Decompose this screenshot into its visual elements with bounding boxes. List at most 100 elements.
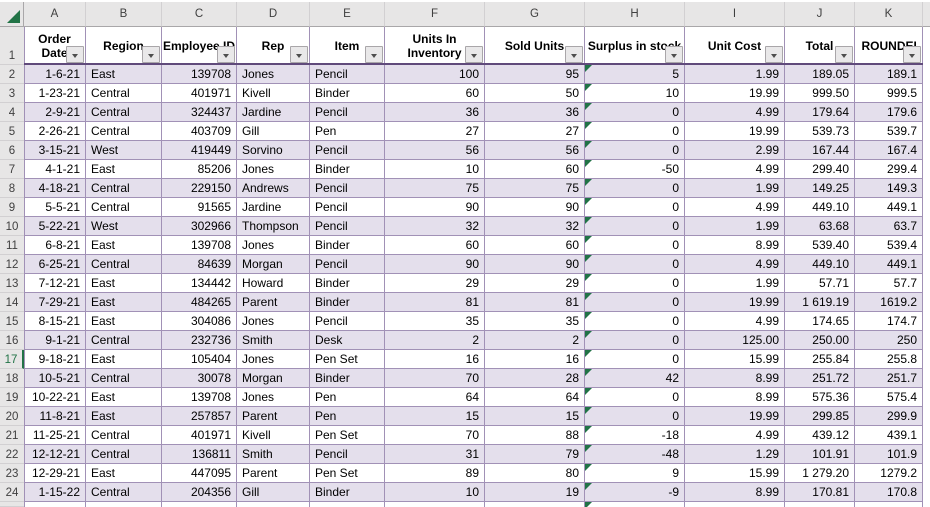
cell-rounded[interactable]: 255.8 <box>855 350 923 369</box>
cell-unit-cost[interactable]: 4.99 <box>685 198 785 217</box>
row-header-4[interactable]: 4 <box>0 103 24 122</box>
cell-region[interactable]: East <box>86 350 162 369</box>
cell-surplus-in-stock[interactable]: -18 <box>585 426 685 445</box>
cell-sold-units[interactable]: 27 <box>485 122 585 141</box>
cell-unit-cost[interactable]: 1.99 <box>685 274 785 293</box>
cell-region[interactable]: Central <box>86 198 162 217</box>
cell-sold-units[interactable]: 35 <box>485 312 585 331</box>
cell-surplus-in-stock[interactable]: 5 <box>585 65 685 84</box>
cell-unit-cost[interactable]: 8.99 <box>685 369 785 388</box>
cell-rounded[interactable]: 539.4 <box>855 236 923 255</box>
row-header-5[interactable]: 5 <box>0 122 24 141</box>
cell-total[interactable]: 575.36 <box>785 388 855 407</box>
header-cell-rounded[interactable]: ROUNDED <box>855 27 923 65</box>
cell-rep[interactable] <box>237 502 310 507</box>
cell-rep[interactable]: Jardine <box>237 103 310 122</box>
cell-total[interactable]: 439.12 <box>785 426 855 445</box>
cell-unit-cost[interactable]: 125.00 <box>685 331 785 350</box>
cell-region[interactable]: East <box>86 65 162 84</box>
cell-units-in-inventory[interactable]: 89 <box>385 464 485 483</box>
header-cell-surplus-in-stock[interactable]: Surplus in stock <box>585 27 685 65</box>
cell-total[interactable]: 539.40 <box>785 236 855 255</box>
cell-order-date[interactable]: 1-15-22 <box>24 483 86 502</box>
cell-surplus-in-stock[interactable]: 0 <box>585 331 685 350</box>
cell-sold-units[interactable]: 32 <box>485 217 585 236</box>
cell-sold-units[interactable]: 19 <box>485 483 585 502</box>
cell-surplus-in-stock[interactable] <box>585 502 685 507</box>
cell-rounded[interactable]: 1279.2 <box>855 464 923 483</box>
cell-units-in-inventory[interactable]: 31 <box>385 445 485 464</box>
cell-surplus-in-stock[interactable]: 0 <box>585 293 685 312</box>
cell-item[interactable]: Pen <box>310 407 385 426</box>
column-header-I[interactable]: I <box>685 2 785 27</box>
column-header-J[interactable]: J <box>785 2 855 27</box>
cell-employee-id[interactable]: 134442 <box>162 274 237 293</box>
cell-sold-units[interactable] <box>485 502 585 507</box>
cell-region[interactable]: Central <box>86 369 162 388</box>
column-header-E[interactable]: E <box>310 2 385 27</box>
header-cell-rep[interactable]: Rep <box>237 27 310 65</box>
cell-item[interactable]: Desk <box>310 331 385 350</box>
cell-units-in-inventory[interactable]: 36 <box>385 103 485 122</box>
cell-rounded[interactable]: 174.7 <box>855 312 923 331</box>
cell-units-in-inventory[interactable]: 32 <box>385 217 485 236</box>
cell-sold-units[interactable]: 56 <box>485 141 585 160</box>
cell-surplus-in-stock[interactable]: 0 <box>585 312 685 331</box>
header-cell-region[interactable]: Region <box>86 27 162 65</box>
row-header-16[interactable]: 16 <box>0 331 24 350</box>
cell-employee-id[interactable]: 257857 <box>162 407 237 426</box>
cell-units-in-inventory[interactable]: 100 <box>385 65 485 84</box>
cell-order-date[interactable] <box>24 502 86 507</box>
cell-order-date[interactable]: 7-12-21 <box>24 274 86 293</box>
column-header-G[interactable]: G <box>485 2 585 27</box>
cell-region[interactable]: East <box>86 160 162 179</box>
cell-rounded[interactable]: 575.4 <box>855 388 923 407</box>
cell-surplus-in-stock[interactable]: 0 <box>585 217 685 236</box>
cell-region[interactable]: Central <box>86 122 162 141</box>
cell-employee-id[interactable]: 447095 <box>162 464 237 483</box>
cell-region[interactable]: Central <box>86 255 162 274</box>
cell-total[interactable]: 101.91 <box>785 445 855 464</box>
filter-button-total[interactable] <box>835 46 853 63</box>
cell-rep[interactable]: Jones <box>237 350 310 369</box>
cell-employee-id[interactable]: 139708 <box>162 388 237 407</box>
cell-employee-id[interactable]: 324437 <box>162 103 237 122</box>
cell-surplus-in-stock[interactable]: 0 <box>585 179 685 198</box>
row-header-15[interactable]: 15 <box>0 312 24 331</box>
filter-button-surplus-in-stock[interactable] <box>665 46 683 63</box>
row-header-7[interactable]: 7 <box>0 160 24 179</box>
cell-region[interactable]: East <box>86 236 162 255</box>
cell-total[interactable]: 57.71 <box>785 274 855 293</box>
cell-rep[interactable]: Jones <box>237 65 310 84</box>
cell-surplus-in-stock[interactable]: 0 <box>585 198 685 217</box>
column-header-C[interactable]: C <box>162 2 237 27</box>
cell-rep[interactable]: Thompson <box>237 217 310 236</box>
cell-units-in-inventory[interactable]: 15 <box>385 407 485 426</box>
cell-rep[interactable]: Kivell <box>237 84 310 103</box>
cell-unit-cost[interactable]: 15.99 <box>685 350 785 369</box>
row-header-11[interactable]: 11 <box>0 236 24 255</box>
cell-region[interactable]: Central <box>86 426 162 445</box>
header-cell-order-date[interactable]: Order Date <box>24 27 86 65</box>
cell-item[interactable]: Pencil <box>310 179 385 198</box>
cell-unit-cost[interactable]: 8.99 <box>685 388 785 407</box>
cell-total[interactable]: 149.25 <box>785 179 855 198</box>
cell-rounded[interactable]: 251.7 <box>855 369 923 388</box>
cell-surplus-in-stock[interactable]: 10 <box>585 84 685 103</box>
cell-sold-units[interactable]: 2 <box>485 331 585 350</box>
cell-rep[interactable]: Jones <box>237 388 310 407</box>
row-header-3[interactable]: 3 <box>0 84 24 103</box>
cell-surplus-in-stock[interactable]: -50 <box>585 160 685 179</box>
row-header-25-partial[interactable] <box>0 502 24 507</box>
cell-rep[interactable]: Sorvino <box>237 141 310 160</box>
row-header-18[interactable]: 18 <box>0 369 24 388</box>
cell-region[interactable]: Central <box>86 445 162 464</box>
header-cell-employee-id[interactable]: Employee ID <box>162 27 237 65</box>
cell-rep[interactable]: Parent <box>237 464 310 483</box>
cell-total[interactable]: 539.73 <box>785 122 855 141</box>
cell-item[interactable]: Binder <box>310 369 385 388</box>
cell-rounded[interactable]: 449.1 <box>855 198 923 217</box>
header-cell-sold-units[interactable]: Sold Units <box>485 27 585 65</box>
cell-order-date[interactable]: 10-5-21 <box>24 369 86 388</box>
header-cell-total[interactable]: Total <box>785 27 855 65</box>
